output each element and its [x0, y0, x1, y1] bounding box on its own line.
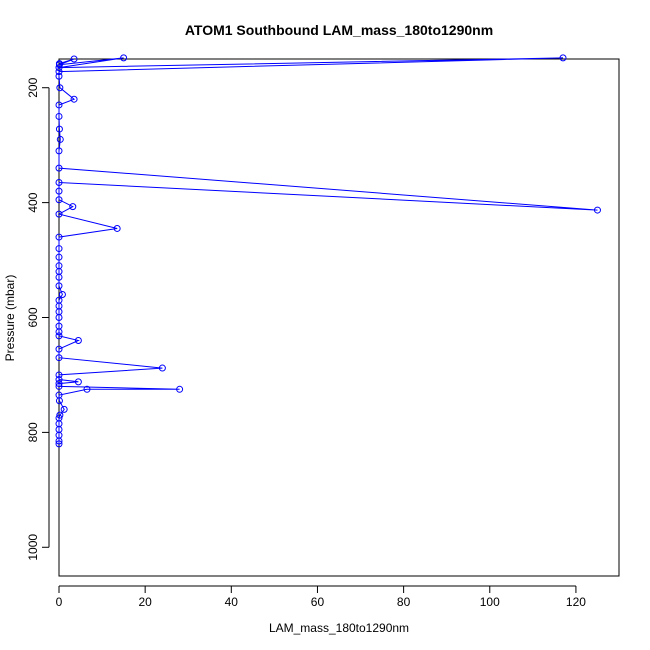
data-point	[55, 61, 63, 69]
x-tick-label: 0	[56, 595, 63, 609]
y-tick-label: 400	[26, 192, 40, 212]
data-point	[55, 332, 63, 340]
data-point	[55, 345, 63, 353]
plot-area	[55, 54, 601, 448]
x-axis-label: LAM_mass_180to1290nm	[269, 621, 409, 635]
data-point	[55, 245, 63, 253]
data-point	[55, 68, 63, 76]
data-point	[55, 64, 63, 72]
data-point	[55, 72, 63, 80]
data-point	[55, 273, 63, 281]
data-point	[176, 385, 184, 393]
y-tick-label: 600	[26, 307, 40, 327]
data-point	[55, 376, 63, 384]
data-point	[55, 101, 63, 109]
x-tick-label: 120	[566, 595, 586, 609]
data-point	[559, 54, 567, 62]
data-point	[55, 371, 63, 379]
x-tick-label: 80	[397, 595, 411, 609]
data-point	[69, 203, 77, 211]
data-point	[55, 233, 63, 241]
x-tick-label: 60	[311, 595, 325, 609]
data-point	[55, 125, 63, 133]
data-point	[70, 55, 78, 63]
plot-frame	[58, 58, 620, 577]
data-point	[113, 224, 121, 232]
data-point	[56, 135, 64, 143]
data-point	[56, 411, 64, 419]
data-point	[55, 112, 63, 120]
data-point	[70, 95, 78, 103]
x-tick-label: 20	[138, 595, 152, 609]
y-tick-label: 800	[26, 422, 40, 442]
data-point	[55, 164, 63, 172]
data-point	[55, 354, 63, 362]
data-point	[56, 84, 64, 92]
data-point	[60, 405, 68, 413]
data-point	[55, 187, 63, 195]
y-tick-label: 200	[26, 77, 40, 97]
data-point	[120, 54, 128, 62]
data-point	[55, 382, 63, 390]
data-point	[55, 210, 63, 218]
data-point	[158, 364, 166, 372]
data-point	[55, 282, 63, 290]
data-point	[55, 314, 63, 321]
data-point	[74, 378, 82, 386]
data-point	[55, 440, 63, 448]
y-axis: 200 400 600 800 1000	[26, 77, 50, 561]
data-point	[55, 328, 63, 336]
data-point	[83, 385, 91, 393]
y-axis-label: Pressure (mbar)	[3, 275, 17, 362]
x-axis: 0 20 40 60 80 100 120	[56, 585, 586, 609]
data-point	[74, 336, 82, 344]
y-tick-label: 1000	[26, 534, 40, 561]
data-point	[55, 147, 63, 155]
chart-title: ATOM1 Southbound LAM_mass_180to1290nm	[185, 22, 493, 38]
data-point	[593, 206, 601, 214]
series-line	[57, 57, 598, 444]
data-point	[55, 380, 63, 388]
data-point	[55, 437, 63, 445]
data-point	[58, 291, 66, 299]
data-point	[55, 397, 63, 405]
x-tick-label: 40	[225, 595, 239, 609]
x-tick-label: 100	[480, 595, 500, 609]
data-point	[55, 196, 63, 204]
data-point	[55, 179, 63, 187]
data-point	[55, 253, 63, 261]
